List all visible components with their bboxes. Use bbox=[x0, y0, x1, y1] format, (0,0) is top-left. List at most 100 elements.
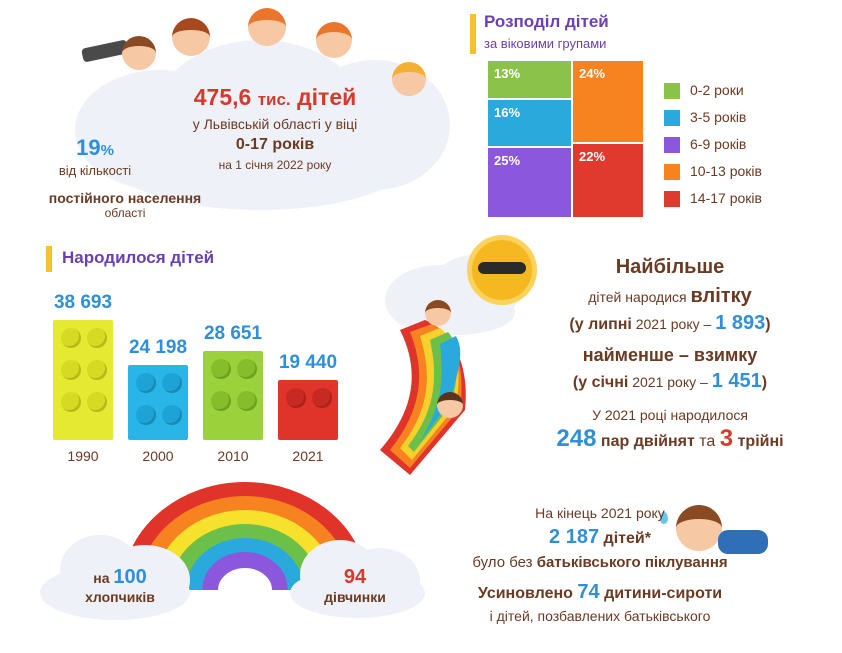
lego-stud bbox=[162, 373, 182, 393]
kid-on-slide-1 bbox=[425, 300, 451, 326]
orphans-intro: На кінець 2021 року bbox=[535, 505, 665, 521]
legend-label: 3-5 років bbox=[690, 109, 747, 125]
kid-face-5 bbox=[392, 62, 426, 96]
season-least-paren-close: ) bbox=[761, 374, 768, 391]
born-accent bbox=[46, 246, 52, 272]
age-dist-title: Розподіл дітей bbox=[484, 12, 609, 31]
legend-label: 10-13 років bbox=[690, 163, 762, 179]
born-title: Народилося дітей bbox=[62, 248, 215, 267]
bar-year-label: 1990 bbox=[67, 448, 99, 464]
boys-prefix: на bbox=[93, 570, 110, 586]
season-most: Найбільше bbox=[615, 256, 725, 278]
lego-stud bbox=[61, 328, 81, 348]
season-most-paren-close: ) bbox=[765, 316, 771, 333]
share-pct-sign: % bbox=[100, 142, 114, 159]
age-dist-subtitle: за віковими групами bbox=[484, 36, 607, 51]
treemap-value: 22% bbox=[579, 149, 606, 164]
orphans-value: 2 187 bbox=[549, 526, 600, 548]
twins-intro: У 2021 році народилося bbox=[592, 407, 748, 423]
crying-kid-body bbox=[718, 530, 768, 554]
bar-value-label: 24 198 bbox=[128, 337, 188, 358]
boys-block: на 100 хлопчиків bbox=[55, 566, 185, 605]
bar-year-label: 2000 bbox=[142, 448, 174, 464]
kid-on-slide-2 bbox=[437, 392, 463, 418]
treemap-value: 24% bbox=[579, 66, 606, 81]
rainbow-slide bbox=[380, 320, 466, 475]
season-most-paren-open: (у липні bbox=[569, 316, 632, 333]
share-line1: від кількості bbox=[58, 163, 132, 178]
boys-word: хлопчиків bbox=[85, 589, 155, 605]
treemap-cell-6-9: 25% bbox=[488, 148, 571, 217]
hero-children-unit: тис. bbox=[257, 90, 291, 109]
orphans-value-word: дітей* bbox=[603, 530, 651, 547]
season-most-paren-year: 2021 року – bbox=[635, 316, 712, 332]
legend-swatch bbox=[664, 110, 680, 126]
triplets-value: 3 bbox=[719, 425, 734, 452]
lego-stud bbox=[136, 405, 156, 425]
lego-stud bbox=[211, 359, 231, 379]
lego-bar-2021 bbox=[278, 380, 338, 440]
orphans-block: На кінець 2021 року 2 187 дітей* було бе… bbox=[440, 505, 760, 624]
share-block: 19% від кількості постійного населення о… bbox=[30, 135, 220, 221]
treemap-value: 25% bbox=[494, 153, 521, 168]
lego-stud bbox=[87, 328, 107, 348]
age-dist-accent bbox=[470, 14, 476, 54]
crying-kid-head bbox=[676, 505, 722, 551]
boys-value: 100 bbox=[113, 566, 147, 588]
triplets-word: трійні bbox=[737, 433, 784, 450]
hero-age-range: 0-17 років bbox=[235, 136, 315, 153]
treemap-cell-3-5: 16% bbox=[488, 100, 571, 146]
bar-value-label: 38 693 bbox=[53, 292, 113, 313]
share-line2: постійного населення bbox=[48, 190, 202, 206]
kid-face-3 bbox=[248, 8, 286, 46]
legend-label: 6-9 років bbox=[690, 136, 747, 152]
girls-word: дівчинки bbox=[324, 589, 386, 605]
hero-text: 475,6 тис. дітей у Львівській області у … bbox=[160, 84, 390, 172]
adopted-prefix: Усиновлено bbox=[477, 585, 573, 602]
sunglasses-icon bbox=[478, 262, 526, 274]
twins-and: та bbox=[699, 433, 716, 450]
lego-stud bbox=[211, 391, 231, 411]
lego-bar-1990 bbox=[53, 320, 113, 440]
lego-stud bbox=[87, 392, 107, 412]
adopted-line2: і дітей, позбавлених батьківського bbox=[489, 608, 711, 624]
lego-stud bbox=[61, 392, 81, 412]
lego-stud bbox=[61, 360, 81, 380]
season-most-line: дітей народися bbox=[588, 289, 687, 305]
legend-label: 14-17 років bbox=[690, 190, 762, 206]
season-block: Найбільше дітей народися влітку (у липні… bbox=[520, 256, 820, 453]
hero-children-num: 475,6 bbox=[193, 84, 252, 110]
season-least-paren-open: (у січні bbox=[572, 374, 629, 391]
orphans-line2-bold: батьківського піклування bbox=[536, 554, 728, 571]
treemap-value: 16% bbox=[494, 105, 521, 120]
kid-face-4 bbox=[316, 22, 352, 58]
bar-value-label: 19 440 bbox=[278, 352, 338, 373]
lego-stud bbox=[237, 359, 257, 379]
lego-stud bbox=[286, 388, 306, 408]
tear-icon bbox=[660, 512, 668, 524]
kid-face-2 bbox=[172, 18, 210, 56]
girls-value: 94 bbox=[343, 566, 367, 588]
share-line3: області bbox=[104, 206, 146, 220]
treemap-value: 13% bbox=[494, 66, 521, 81]
twins-value: 248 bbox=[556, 425, 597, 452]
lego-stud bbox=[312, 388, 332, 408]
lego-stud bbox=[136, 373, 156, 393]
treemap-cell-0-2: 13% bbox=[488, 61, 571, 98]
legend-swatch bbox=[664, 137, 680, 153]
adopted-suffix: дитини-сироти bbox=[604, 585, 723, 602]
bar-value-label: 28 651 bbox=[203, 323, 263, 344]
legend-label: 0-2 роки bbox=[690, 82, 744, 98]
share-pct: 19 bbox=[76, 135, 101, 160]
season-least-line: найменше – взимку bbox=[582, 345, 758, 365]
kid-face-1 bbox=[122, 36, 156, 70]
treemap-cell-10-13: 24% bbox=[573, 61, 643, 142]
lego-stud bbox=[237, 391, 257, 411]
girls-block: 94 дівчинки bbox=[295, 566, 415, 605]
adopted-value: 74 bbox=[577, 581, 600, 603]
orphans-line2-prefix: було без bbox=[472, 554, 533, 571]
season-most-value: 1 893 bbox=[715, 312, 766, 334]
twins-word: пар двійнят bbox=[600, 433, 695, 450]
lego-bar-2000 bbox=[128, 365, 188, 440]
hero-date: на 1 січня 2022 року bbox=[218, 158, 332, 172]
